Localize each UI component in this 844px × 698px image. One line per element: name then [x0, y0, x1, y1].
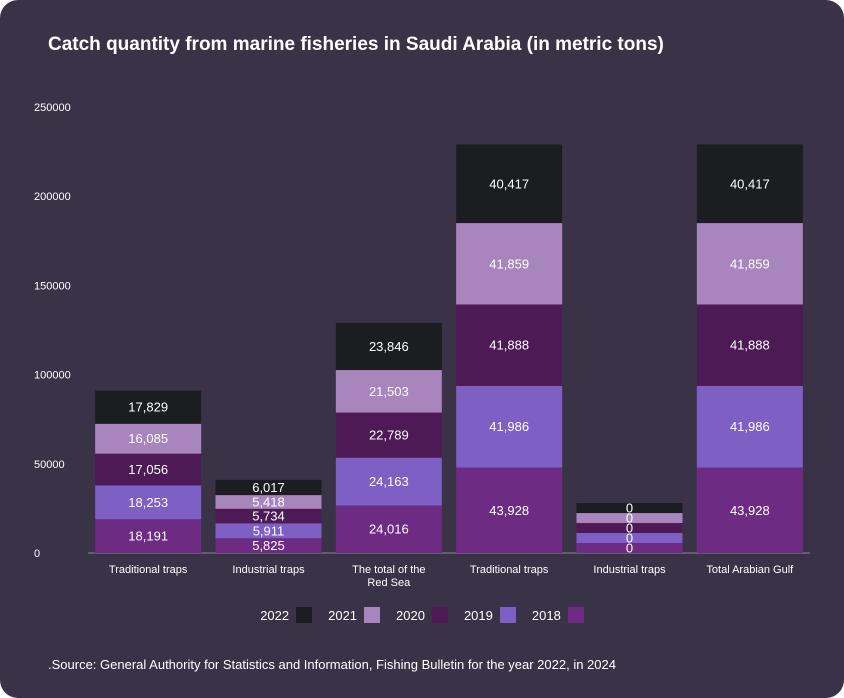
bar-segment-2019: [696, 385, 803, 468]
data-label-2021: 16,085: [128, 431, 168, 446]
bar-segment-2019: [576, 533, 683, 544]
bar-segment-2018: [215, 538, 322, 553]
bar-segment-2021: [95, 423, 202, 454]
bar-segment-2022: [576, 503, 683, 514]
bar-segment-2022: [215, 479, 322, 496]
legend-item-2020: 2020: [396, 607, 448, 623]
legend-swatch: [567, 607, 584, 623]
y-tick-label: 100000: [34, 370, 71, 382]
data-label-2021: 21,503: [369, 384, 409, 399]
data-label-2022: 17,829: [128, 400, 168, 415]
bar-segment-2019: [95, 485, 202, 520]
source-note: .Source: General Authority for Statistic…: [48, 657, 616, 672]
bar-segment-2020: [95, 453, 202, 486]
data-label-2020: 22,789: [369, 428, 409, 443]
bar-segment-2021: [576, 513, 683, 524]
data-label-2020: 17,056: [128, 462, 168, 477]
x-tick-label: Traditional traps: [470, 564, 549, 576]
bar-segment-2021: [215, 495, 322, 509]
data-label-2022: 0: [626, 501, 633, 516]
y-tick-label: 0: [34, 548, 40, 560]
y-tick-label: 250000: [34, 102, 71, 114]
data-label-2019: 18,253: [128, 495, 168, 510]
bar-segment-2018: [576, 543, 683, 553]
bar-segment-2021: [696, 223, 803, 305]
x-tick-label: Total Arabian Gulf: [706, 564, 794, 576]
bar-segment-2019: [335, 457, 442, 506]
y-tick-label: 50000: [34, 459, 65, 471]
legend-item-2021: 2021: [328, 607, 381, 623]
data-label-2020: 41,888: [730, 338, 770, 353]
data-label-2022: 40,417: [489, 176, 529, 191]
data-label-2021: 5,418: [252, 494, 285, 509]
x-tick-label: The total of the Red Sea: [352, 564, 425, 589]
data-label-2020: 41,888: [489, 338, 529, 353]
legend: 2022 2021 2020 2019 2018: [0, 607, 844, 623]
legend-label: 2022: [260, 607, 290, 623]
x-tick-label: Industrial traps: [232, 564, 305, 576]
bar-segment-2020: [335, 412, 442, 458]
data-label-2019: 41,986: [489, 419, 529, 434]
data-label-2018: 18,191: [128, 529, 168, 544]
legend-label: 2019: [463, 607, 493, 623]
bar-segment-2018: [95, 519, 202, 553]
data-label-2022: 6,017: [252, 480, 285, 495]
bar-segment-2020: [576, 523, 683, 534]
bar-segment-2021: [335, 370, 442, 413]
x-tick-label: Traditional traps: [109, 564, 188, 576]
legend-swatch: [296, 607, 313, 623]
data-label-2021: 0: [626, 511, 633, 526]
data-label-2022: 40,417: [730, 176, 770, 191]
data-label-2022: 23,846: [369, 339, 409, 354]
bar-segment-2022: [696, 144, 803, 224]
data-label-2019: 24,163: [369, 474, 409, 489]
bar-segment-2018: [696, 467, 803, 553]
chart-title: Catch quantity from marine fisheries in …: [48, 34, 664, 55]
data-label-2018: 24,016: [369, 522, 409, 537]
legend-label: 2020: [396, 607, 425, 623]
x-tick-label: Industrial traps: [593, 564, 666, 576]
bar-segment-2022: [456, 144, 563, 224]
legend-item-2018: 2018: [532, 607, 584, 623]
bar-segment-2022: [95, 390, 202, 424]
y-tick-label: 150000: [34, 280, 71, 292]
bar-segment-2020: [215, 508, 322, 524]
bar-segment-2021: [456, 223, 563, 305]
data-label-2019: 5,911: [253, 523, 285, 538]
bar-segment-2020: [456, 304, 563, 386]
stacked-bar-chart: 0 50000 100000 150000 200000 250000 18,191 18,2…: [34, 102, 810, 589]
legend-item-2022: 2022: [260, 607, 313, 623]
bar-segment-2018: [335, 505, 442, 553]
bar-segment-2018: [456, 467, 563, 553]
data-label-2018: 43,928: [489, 503, 529, 518]
data-label-2019: 0: [626, 531, 633, 546]
data-label-2021: 41,859: [730, 256, 770, 271]
legend-item-2019: 2019: [464, 607, 516, 623]
data-label-2018: 0: [626, 541, 633, 556]
bar-segment-2019: [456, 385, 563, 468]
y-tick-label: 200000: [34, 191, 71, 203]
data-label-2020: 5,734: [252, 509, 285, 524]
legend-swatch: [364, 607, 381, 623]
bar-segment-2022: [335, 322, 442, 371]
bar-segment-2019: [215, 523, 322, 539]
legend-swatch: [431, 607, 448, 623]
data-label-2019: 41,986: [730, 419, 770, 434]
data-label-2021: 41,859: [489, 256, 529, 271]
data-label-2018: 5,825: [252, 538, 285, 553]
legend-swatch: [499, 607, 516, 623]
legend-label: 2018: [531, 607, 561, 623]
data-label-2020: 0: [626, 521, 633, 536]
data-label-2018: 43,928: [730, 503, 770, 518]
legend-label: 2021: [328, 607, 358, 623]
bar-segment-2020: [696, 304, 803, 386]
